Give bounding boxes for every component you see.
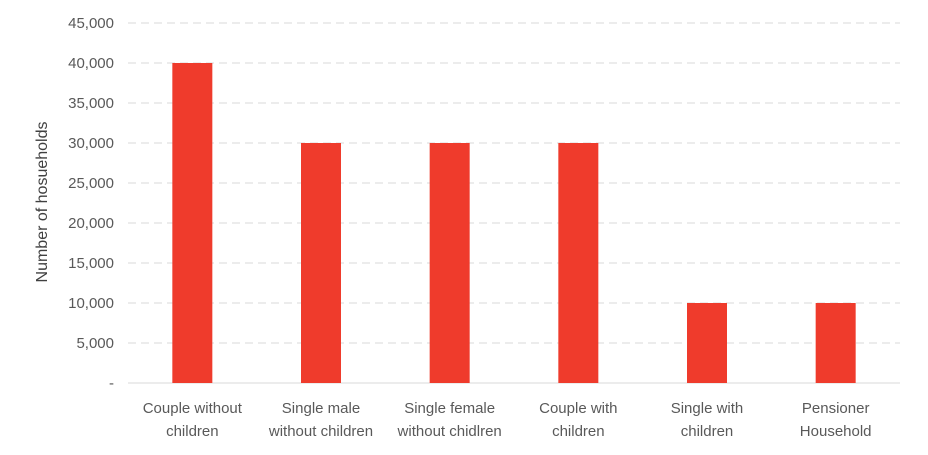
y-tick-labels: - 5,000 10,000 15,000 20,000 25,000 30,000 35,0… <box>68 15 114 392</box>
x-category-label: Single with children <box>671 400 744 440</box>
y-axis-title: Number of hosueholds <box>34 122 51 283</box>
x-category-label-line: Couple without <box>143 400 243 417</box>
x-category-labels: Couple without children Single male without… <box>143 400 872 440</box>
x-category-label-line: Pensioner <box>802 400 870 417</box>
x-category-label: Single male without children <box>268 400 373 440</box>
x-category-label: Pensioner Household <box>800 400 872 440</box>
y-tick-label: 45,000 <box>68 15 114 32</box>
y-tick-label: 35,000 <box>68 95 114 112</box>
bar <box>687 303 727 383</box>
x-category-label-line: without children <box>268 423 373 440</box>
y-tick-label: 15,000 <box>68 255 114 272</box>
bar <box>301 143 341 383</box>
y-tick-label: 5,000 <box>76 335 114 352</box>
x-category-label-line: children <box>552 423 605 440</box>
y-tick-label: 40,000 <box>68 55 114 72</box>
x-category-label-line: Household <box>800 423 872 440</box>
x-category-label: Single female without chidlren <box>397 400 502 440</box>
bar <box>429 143 470 383</box>
y-tick-label: - <box>109 375 114 392</box>
bars <box>172 63 856 383</box>
x-category-label: Couple without children <box>143 400 243 440</box>
x-category-label-line: without chidlren <box>397 423 502 440</box>
x-category-label-line: Single with <box>671 400 744 417</box>
x-category-label-line: Couple with <box>539 400 617 417</box>
y-tick-label: 10,000 <box>68 295 114 312</box>
x-category-label-line: Single female <box>404 400 495 417</box>
y-tick-label: 20,000 <box>68 215 114 232</box>
x-category-label-line: children <box>681 423 734 440</box>
bar <box>558 143 599 383</box>
x-category-label-line: children <box>166 423 219 440</box>
x-category-label-line: Single male <box>282 400 360 417</box>
x-category-label: Couple with children <box>539 400 617 440</box>
y-tick-label: 30,000 <box>68 135 114 152</box>
y-tick-label: 25,000 <box>68 175 114 192</box>
gridlines <box>128 22 900 384</box>
bar <box>172 63 213 383</box>
bar <box>815 303 856 383</box>
